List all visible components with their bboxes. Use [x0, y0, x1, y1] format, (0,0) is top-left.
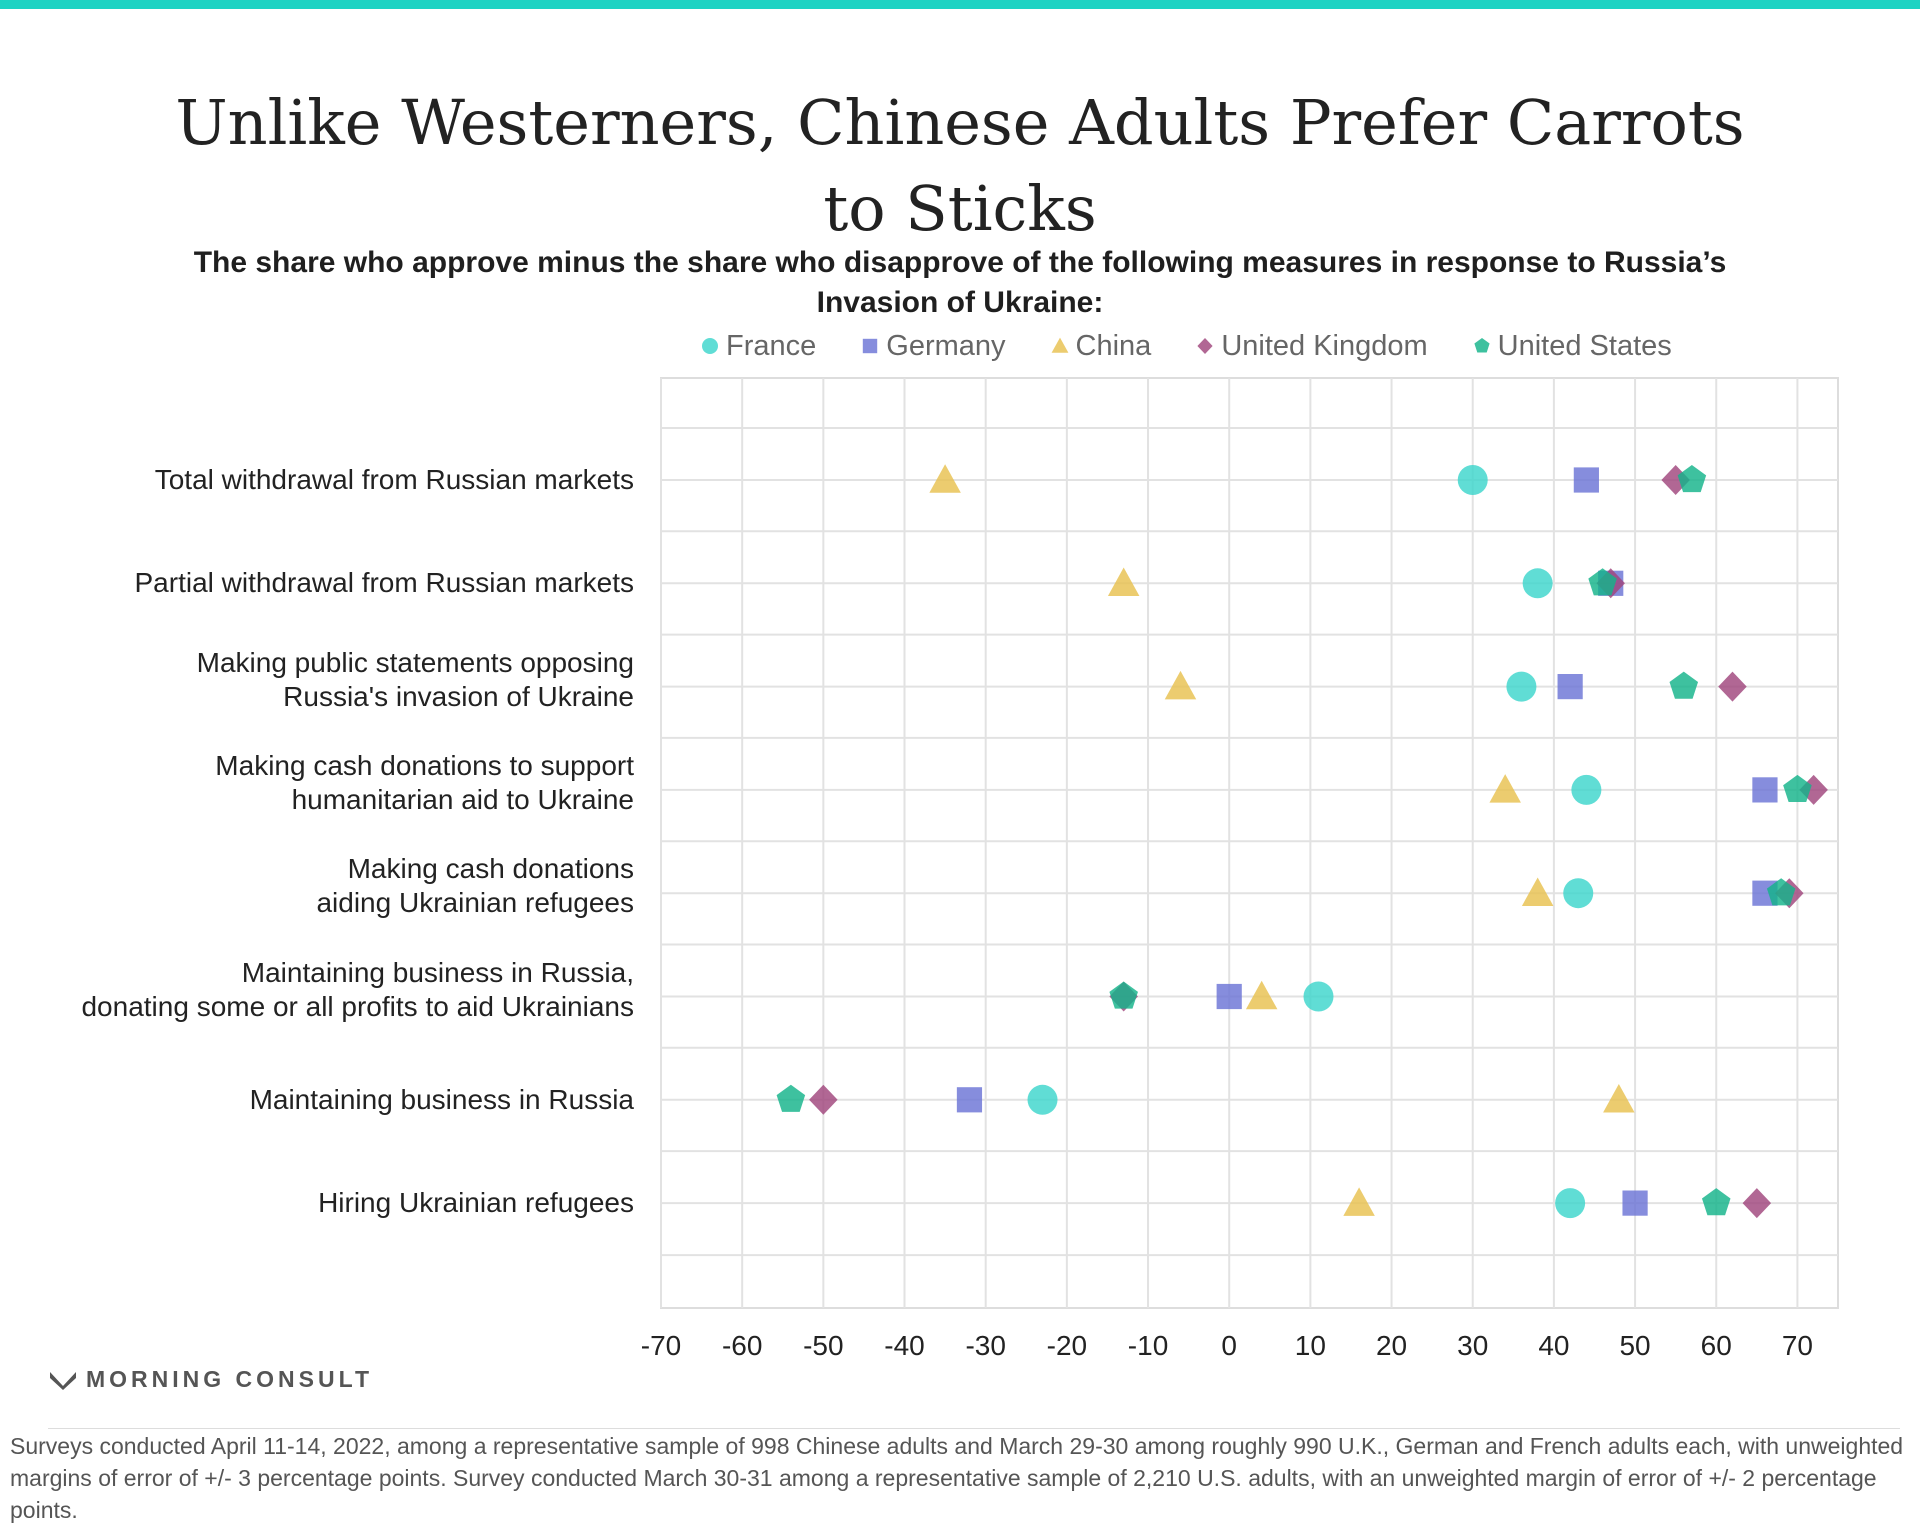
data-point-germany: [1752, 777, 1778, 803]
category-label-line: Total withdrawal from Russian markets: [154, 464, 634, 495]
data-point-france: [1027, 1084, 1058, 1115]
data-point-china: [1245, 980, 1278, 1010]
plot-frame: [660, 377, 1839, 1309]
x-tick-label: 20: [1376, 1330, 1407, 1361]
data-point-united-states: [1783, 774, 1812, 803]
category-label-line: Maintaining business in Russia: [249, 1083, 634, 1115]
chart-subtitle: The share who approve minus the share wh…: [193, 246, 1727, 319]
chart-title: Unlike Westerners, Chinese Adults Prefer…: [175, 85, 1745, 245]
footnote-divider: [48, 1428, 1900, 1429]
legend-label: Germany: [886, 329, 1006, 362]
data-point-china: [1521, 877, 1554, 906]
data-point-france: [1563, 878, 1594, 909]
data-point-france: [1506, 671, 1537, 702]
data-point-france: [1457, 465, 1488, 495]
x-tick-label: -60: [722, 1330, 762, 1361]
square-marker-icon: [863, 338, 878, 354]
data-point-china: [1489, 774, 1521, 803]
category-label-line: donating some or all profits to aid Ukra…: [81, 990, 634, 1022]
category-label: Maintaining business in Russia: [0, 1083, 634, 1117]
data-point-china: [1603, 1084, 1635, 1113]
data-point-germany: [1573, 467, 1599, 493]
data-point-france: [1303, 981, 1334, 1012]
data-point-germany: [1216, 983, 1242, 1010]
category-label: Maintaining business in Russia, donating …: [0, 956, 634, 1024]
category-label-line: Making public statements opposing: [196, 646, 634, 678]
legend-item: United States: [1472, 330, 1672, 363]
series-united-states: [776, 465, 1812, 1216]
chart-plot: -70 -60 -50 -40 -30 -20 -10 0 10 20 30 40 50 60 70: [641, 377, 1839, 1361]
category-label: Partial withdrawal from Russian markets: [0, 566, 635, 600]
x-tick-label: 30: [1457, 1330, 1488, 1361]
category-label: Total withdrawal from Russian markets: [0, 463, 634, 497]
brand-name: MORNING CONSULT: [86, 1366, 374, 1392]
data-point-united-states: [1669, 671, 1699, 699]
x-tick-label: -30: [965, 1330, 1005, 1361]
data-point-china: [1343, 1187, 1375, 1216]
category-label-line: Making cash donations: [347, 853, 634, 885]
data-point-united-kingdom: [1742, 1188, 1772, 1219]
data-point-france: [1522, 568, 1553, 599]
brand-logo: MORNING CONSULT: [48, 1366, 373, 1393]
category-label: Hiring Ukrainian refugees: [0, 1186, 634, 1220]
x-tick-label: -10: [1128, 1330, 1168, 1361]
category-label-line: aiding Ukrainian refugees: [316, 887, 634, 919]
legend-item: United Kingdom: [1195, 329, 1428, 363]
legend-label: United Kingdom: [1221, 329, 1428, 362]
legend-label: China: [1075, 329, 1152, 362]
category-label-line: Making cash donations to support: [215, 749, 634, 781]
top-accent-bar: [0, 0, 1920, 9]
legend-label: United States: [1497, 329, 1672, 362]
category-label: Making cash donations aiding Ukrainian re…: [0, 852, 634, 920]
data-point-china: [1164, 670, 1197, 700]
category-label-line: Partial withdrawal from Russian markets: [134, 567, 635, 599]
category-label-line: Maintaining business in Russia,: [241, 956, 634, 988]
triangle-marker-icon: [1051, 337, 1068, 353]
data-point-china: [929, 464, 961, 493]
x-tick-label: 60: [1701, 1330, 1732, 1361]
x-tick-label: 40: [1538, 1330, 1569, 1361]
data-point-united-states: [1677, 465, 1707, 493]
circle-marker-icon: [702, 338, 718, 354]
x-tick-label: 0: [1221, 1330, 1237, 1361]
x-tick-label: 10: [1295, 1330, 1326, 1361]
category-label-line: humanitarian aid to Ukraine: [291, 783, 634, 815]
x-tick-label: -70: [641, 1330, 681, 1361]
category-label-line: Russia's invasion of Ukraine: [283, 680, 634, 712]
pentagon-marker-icon: [1474, 338, 1490, 353]
data-point-united-kingdom: [1718, 671, 1747, 702]
legend-label: France: [726, 329, 817, 362]
data-point-united-states: [1109, 981, 1138, 1009]
data-point-united-states: [776, 1084, 806, 1112]
x-tick-label: -50: [803, 1330, 843, 1361]
data-point-united-states: [1588, 568, 1617, 596]
data-point-france: [1555, 1188, 1586, 1219]
category-label: Making public statements opposing Russia'…: [0, 646, 634, 714]
data-point-china: [1107, 567, 1140, 597]
data-point-germany: [956, 1087, 983, 1113]
x-tick-label: -40: [884, 1330, 924, 1361]
series-france: [1027, 465, 1602, 1219]
series-china: [929, 464, 1635, 1216]
x-tick-label: 70: [1782, 1330, 1813, 1361]
diamond-marker-icon: [1197, 338, 1213, 354]
data-point-united-states: [1766, 878, 1796, 906]
legend-item: France: [700, 330, 816, 363]
data-point-germany: [1557, 674, 1583, 700]
data-point-france: [1571, 774, 1602, 805]
legend-item: China: [1050, 329, 1152, 363]
x-tick-label: 50: [1619, 1330, 1650, 1361]
legend: France Germany China United Kingdom United S…: [700, 324, 1716, 368]
legend-item: Germany: [860, 329, 1006, 363]
category-label: Making cash donations to support humanita…: [0, 749, 634, 817]
category-label-line: Hiring Ukrainian refugees: [318, 1187, 634, 1219]
data-point-united-states: [1701, 1188, 1731, 1216]
x-tick-label: -20: [1047, 1330, 1087, 1361]
data-point-germany: [1622, 1190, 1648, 1216]
data-point-united-kingdom: [809, 1084, 838, 1115]
footnote: Surveys conducted April 11-14, 2022, amo…: [10, 1433, 1904, 1523]
morning-consult-logo-icon: [50, 1371, 76, 1390]
